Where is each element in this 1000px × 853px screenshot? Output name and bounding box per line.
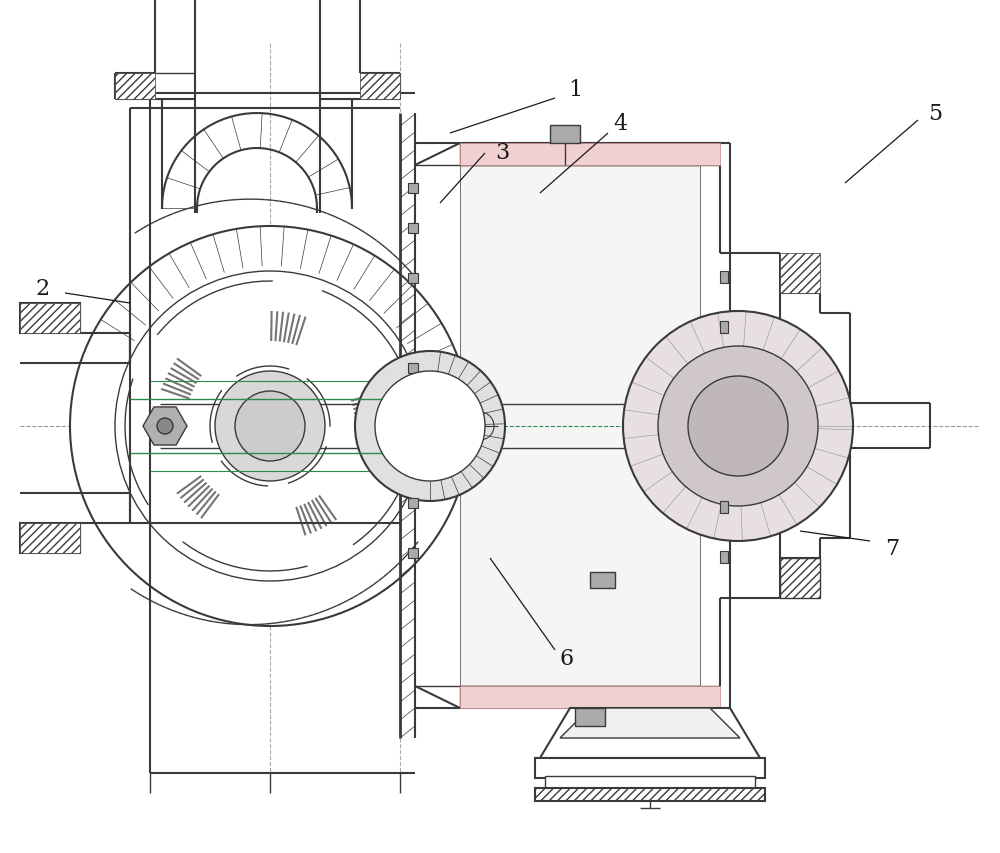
Circle shape [70,227,470,626]
Bar [535,788,765,801]
Text: 1: 1 [568,79,582,101]
Text: 2: 2 [35,278,49,299]
Circle shape [375,372,485,481]
Bar [408,498,418,508]
Bar [720,502,728,514]
Circle shape [235,392,305,461]
Text: 3: 3 [495,142,509,164]
Bar [460,686,720,708]
Circle shape [623,311,853,542]
Bar [20,524,80,554]
Polygon shape [360,74,400,100]
Circle shape [215,372,325,481]
Polygon shape [540,708,760,758]
Bar [408,454,418,463]
Text: 5: 5 [928,103,942,125]
Bar [20,304,80,334]
Bar [460,144,720,165]
Bar [408,403,418,414]
Circle shape [688,376,788,477]
Bar [720,551,728,563]
Text: 6: 6 [560,647,574,670]
Circle shape [355,351,505,502]
Bar [408,223,418,234]
Bar [460,165,700,686]
Bar [780,559,820,598]
Bar [575,708,605,726]
Polygon shape [115,74,155,100]
Polygon shape [20,304,80,334]
Bar [408,274,418,284]
Text: 7: 7 [885,537,899,560]
Bar [550,126,580,144]
Bar [545,776,755,788]
Circle shape [658,346,818,507]
Polygon shape [20,524,80,554]
Bar [408,183,418,194]
Bar [720,272,728,284]
Text: 4: 4 [613,113,627,135]
Bar [590,572,615,589]
Circle shape [157,419,173,434]
Bar [720,322,728,334]
Bar [408,363,418,374]
Bar [535,758,765,778]
Bar [408,548,418,559]
Bar [780,253,820,293]
Polygon shape [560,708,740,738]
